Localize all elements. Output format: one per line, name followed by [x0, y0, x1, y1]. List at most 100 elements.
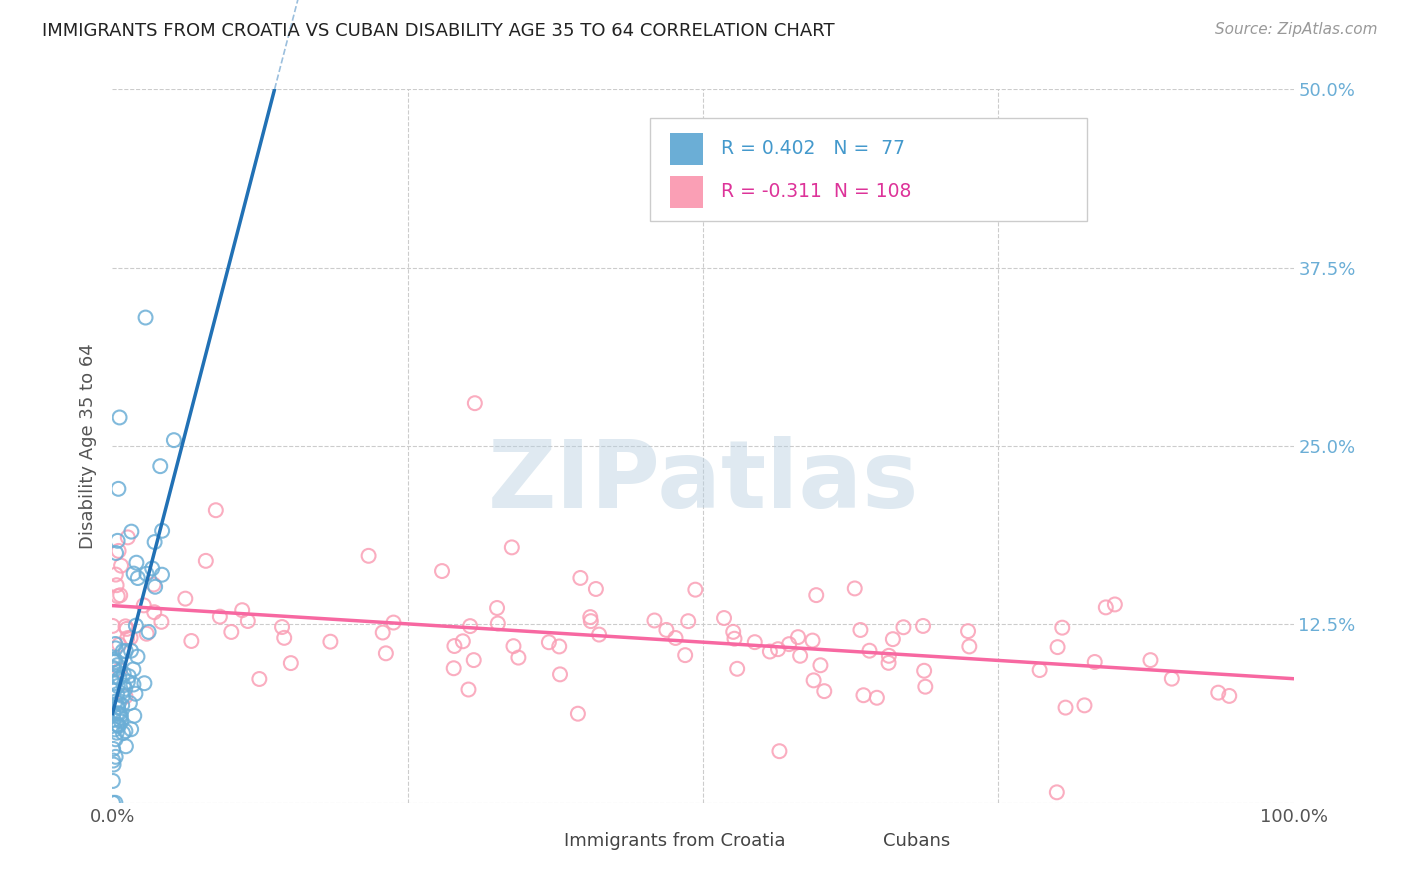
Point: [1104, 598, 1126, 612]
Point: [110, 710, 132, 724]
Point: [112, 666, 135, 681]
Point: [110, 588, 132, 602]
Point: [1073, 698, 1095, 713]
Point: [803, 673, 825, 688]
Point: [135, 310, 157, 325]
Point: [108, 663, 131, 677]
Point: [104, 670, 127, 684]
Point: [143, 535, 166, 549]
Point: [108, 638, 131, 652]
Point: [120, 631, 142, 645]
Point: [124, 708, 146, 723]
Point: [111, 644, 134, 658]
Bar: [669, 133, 703, 165]
Point: [914, 680, 936, 694]
Bar: [526, 827, 551, 855]
Point: [104, 641, 127, 656]
Point: [118, 696, 141, 710]
Point: [114, 644, 136, 658]
Point: [122, 677, 145, 691]
Point: [107, 544, 129, 558]
Point: [127, 649, 149, 664]
Point: [122, 662, 145, 676]
Point: [374, 646, 396, 660]
Point: [101, 774, 124, 789]
Point: [143, 605, 166, 619]
Point: [180, 634, 202, 648]
Point: [104, 695, 127, 709]
Point: [107, 482, 129, 496]
Point: [105, 718, 128, 732]
Point: [725, 662, 748, 676]
Point: [1160, 672, 1182, 686]
Point: [443, 639, 465, 653]
Point: [174, 591, 197, 606]
Point: [273, 631, 295, 645]
Point: [458, 619, 481, 633]
Point: [502, 639, 524, 653]
Point: [120, 723, 142, 737]
Point: [103, 706, 125, 721]
Point: [537, 635, 560, 649]
Text: Immigrants from Croatia: Immigrants from Croatia: [564, 831, 785, 849]
Point: [430, 564, 453, 578]
Point: [107, 717, 129, 731]
Text: ZIPatlas: ZIPatlas: [488, 435, 918, 528]
Point: [957, 640, 980, 654]
Point: [101, 742, 124, 756]
Point: [221, 624, 243, 639]
Point: [150, 567, 173, 582]
Point: [104, 723, 127, 737]
Point: [1094, 600, 1116, 615]
Point: [143, 580, 166, 594]
Point: [801, 633, 824, 648]
Point: [104, 567, 127, 582]
Point: [486, 601, 509, 615]
Point: [271, 620, 294, 634]
Point: [1084, 655, 1107, 669]
Point: [569, 571, 592, 585]
Point: [443, 661, 465, 675]
Point: [567, 706, 589, 721]
Point: [149, 459, 172, 474]
Point: [957, 624, 980, 639]
Point: [125, 618, 148, 632]
Point: [236, 614, 259, 628]
Point: [110, 708, 132, 723]
Point: [150, 524, 173, 538]
Point: [877, 648, 900, 663]
Point: [676, 614, 699, 628]
Point: [810, 658, 832, 673]
Point: [111, 698, 134, 713]
Point: [135, 626, 157, 640]
Point: [101, 796, 124, 810]
Point: [588, 627, 610, 641]
Point: [1218, 689, 1240, 703]
Point: [893, 620, 915, 634]
Point: [163, 433, 186, 447]
Point: [108, 706, 131, 721]
Point: [104, 637, 127, 651]
Point: [141, 561, 163, 575]
Point: [357, 549, 380, 563]
Point: [135, 566, 157, 581]
Point: [110, 558, 132, 573]
Point: [1139, 653, 1161, 667]
Point: [882, 632, 904, 647]
Point: [117, 530, 139, 544]
FancyBboxPatch shape: [650, 118, 1087, 221]
Point: [457, 682, 479, 697]
Point: [103, 661, 125, 675]
Point: [1054, 700, 1077, 714]
Point: [111, 689, 134, 703]
Point: [125, 556, 148, 570]
Point: [134, 676, 156, 690]
Point: [486, 616, 509, 631]
Point: [101, 754, 124, 768]
Text: Cubans: Cubans: [883, 831, 950, 849]
Point: [138, 624, 160, 639]
Point: [114, 724, 136, 739]
Point: [778, 637, 800, 651]
Point: [548, 640, 571, 654]
Point: [464, 396, 486, 410]
